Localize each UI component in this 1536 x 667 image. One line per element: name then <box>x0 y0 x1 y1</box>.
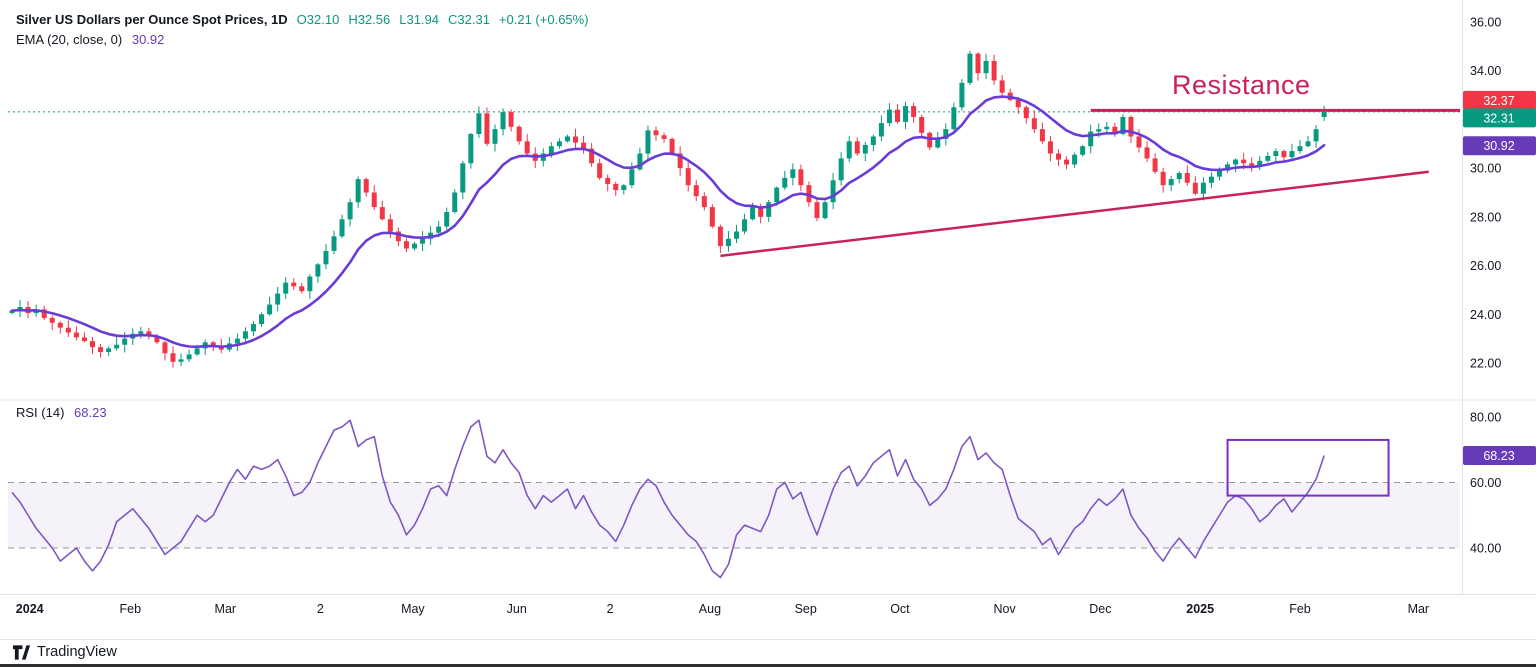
rsi-band <box>8 482 1460 548</box>
time-axis-label: May <box>401 602 425 616</box>
time-axis-label: Mar <box>215 602 237 616</box>
time-axis-label: Oct <box>890 602 910 616</box>
symbol-legend-row: Silver US Dollars per Ounce Spot Prices,… <box>16 12 589 27</box>
rsi-badge: 68.23 <box>1463 446 1536 466</box>
time-axis-label: Dec <box>1089 602 1111 616</box>
rsi-tick-label: 40.00 <box>1470 542 1501 556</box>
rsi-tick-label: 60.00 <box>1470 476 1501 490</box>
chart-legend: Silver US Dollars per Ounce Spot Prices,… <box>16 12 589 47</box>
svg-text:30.92: 30.92 <box>1483 139 1514 153</box>
ema-legend-row: EMA (20, close, 0) 30.92 <box>16 32 589 47</box>
time-axis-label: 2025 <box>1186 602 1214 616</box>
time-axis-label: Jun <box>507 602 527 616</box>
ema-legend-value: 30.92 <box>131 32 165 47</box>
footer-bar: TradingView <box>0 639 1536 664</box>
ohlc-change: +0.21 (+0.65%) <box>498 12 589 27</box>
svg-text:68.23: 68.23 <box>1483 449 1514 463</box>
time-axis-label: Nov <box>993 602 1016 616</box>
time-axis-label: Feb <box>120 602 142 616</box>
time-axis-label: 2 <box>607 602 614 616</box>
price-badge-ema: 30.92 <box>1463 136 1536 156</box>
tradingview-logo-icon[interactable] <box>12 643 31 661</box>
time-axis-label: 2 <box>317 602 324 616</box>
ohlc-close: C32.31 <box>448 12 490 27</box>
price-tick-label: 24.00 <box>1470 308 1501 322</box>
price-tick-label: 36.00 <box>1470 16 1501 30</box>
price-badge-last: 32.31 <box>1463 108 1536 128</box>
price-tick-label: 34.00 <box>1470 64 1501 78</box>
ohlc-high: H32.56 <box>348 12 391 27</box>
rsi-legend-label[interactable]: RSI (14) <box>16 405 65 420</box>
price-tick-label: 26.00 <box>1470 259 1501 273</box>
rsi-legend: RSI (14) 68.23 <box>16 405 107 420</box>
svg-text:32.31: 32.31 <box>1483 111 1514 125</box>
time-axis-label: Sep <box>795 602 817 616</box>
resistance-annotation-label[interactable]: Resistance <box>1172 70 1311 100</box>
time-axis-label: 2024 <box>16 602 44 616</box>
candles <box>9 51 1327 368</box>
chart-canvas[interactable]: 36.0034.0032.0030.0028.0026.0024.0022.00… <box>0 0 1536 630</box>
price-tick-label: 30.00 <box>1470 162 1501 176</box>
price-badge-resistance: 32.37 <box>1463 90 1536 110</box>
rsi-legend-value: 68.23 <box>74 405 107 420</box>
svg-text:32.37: 32.37 <box>1483 94 1514 108</box>
ema-legend-label[interactable]: EMA (20, close, 0) <box>16 32 123 47</box>
tradingview-brand[interactable]: TradingView <box>37 644 117 660</box>
rsi-tick-label: 80.00 <box>1470 411 1501 425</box>
ohlc-low: L31.94 <box>399 12 439 27</box>
time-axis-label: Aug <box>699 602 721 616</box>
symbol-title[interactable]: Silver US Dollars per Ounce Spot Prices,… <box>16 12 288 27</box>
ascending-trendline[interactable] <box>720 170 1429 258</box>
ema-line <box>10 95 1326 349</box>
time-axis-label: Feb <box>1289 602 1311 616</box>
price-tick-label: 28.00 <box>1470 210 1501 224</box>
time-axis-label: Mar <box>1408 602 1430 616</box>
ohlc-open: O32.10 <box>296 12 340 27</box>
price-tick-label: 22.00 <box>1470 357 1501 371</box>
rsi-highlight-box[interactable] <box>1226 438 1390 497</box>
rsi-line <box>11 419 1325 579</box>
